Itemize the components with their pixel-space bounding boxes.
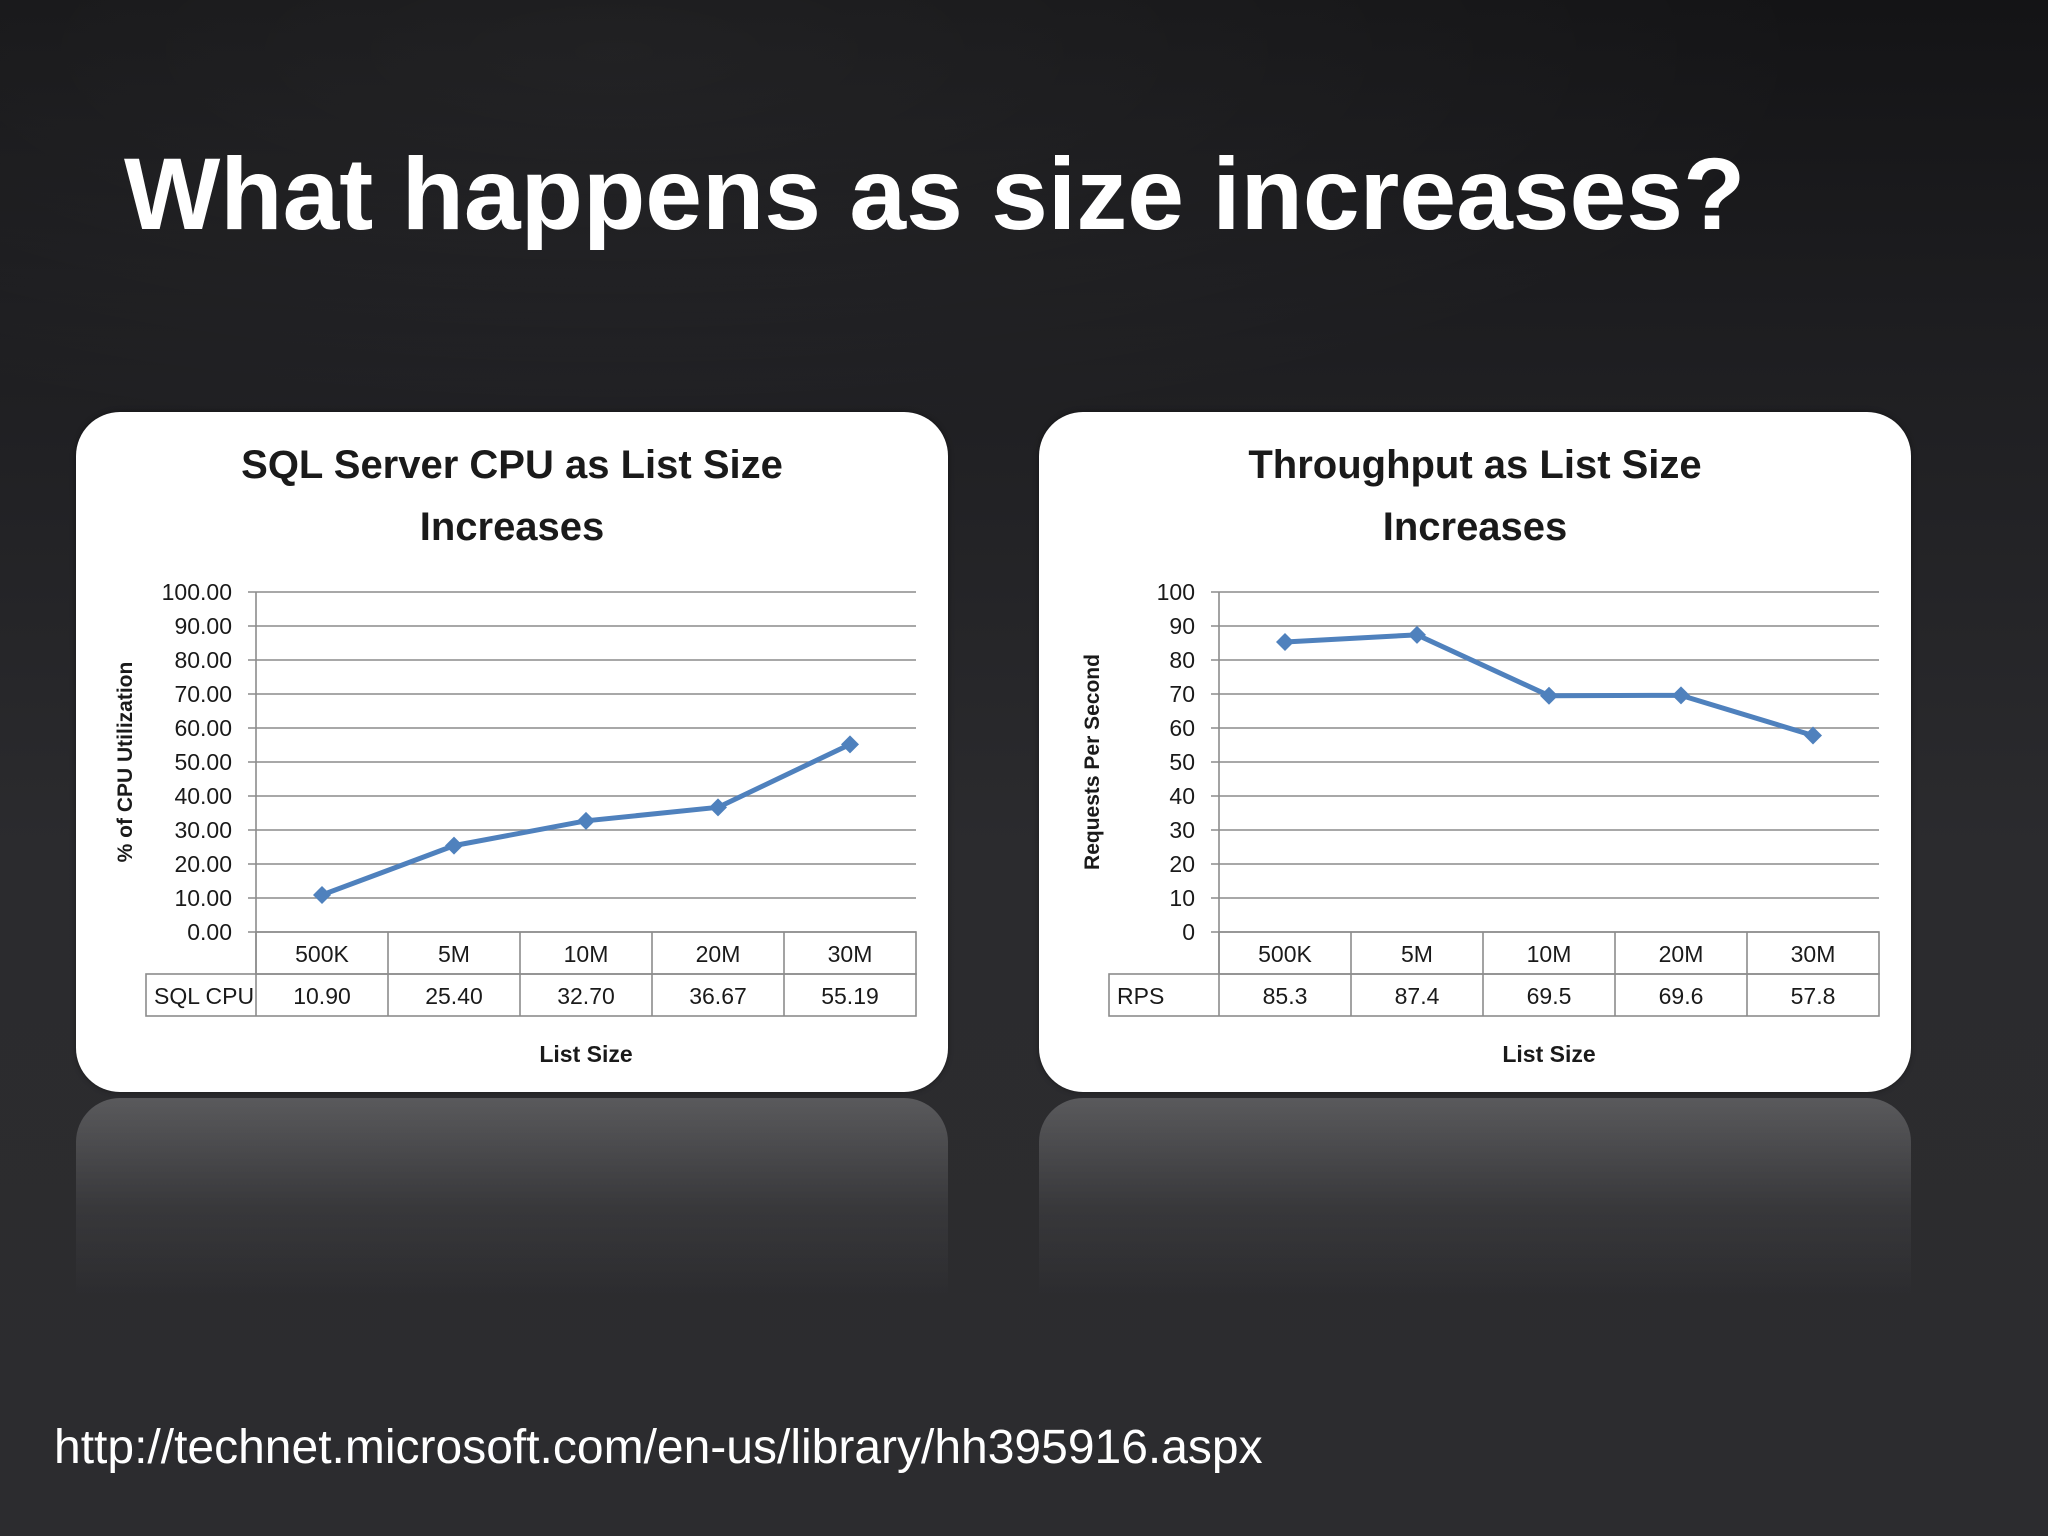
y-tick-label: 80.00 [174,647,232,673]
x-axis-title: List Size [1502,1041,1595,1067]
chart-title-line: Throughput as List Size [1248,443,1701,487]
y-tick-label: 100 [1157,579,1195,605]
y-tick-label: 70 [1169,681,1195,707]
cpu-chart: SQL Server CPU as List Size Increases 0.00… [114,443,917,1067]
y-tick-label: 80 [1169,647,1195,673]
y-axis-title: Requests Per Second [1081,654,1104,870]
data-value-label: 69.6 [1659,983,1704,1009]
data-value-label: 69.5 [1527,983,1572,1009]
y-tick-label: 70.00 [174,681,232,707]
y-tick-label: 0 [1182,919,1195,945]
data-value-label: 87.4 [1395,983,1440,1009]
series-line [1284,632,1814,738]
data-point-marker [577,811,595,830]
table-value-row [1108,973,1880,1017]
data-value-label: 10.90 [293,983,351,1009]
chart-title-line: SQL Server CPU as List Size [241,443,783,487]
y-tick-label: 40 [1169,783,1195,809]
y-tick-label: 90 [1169,613,1195,639]
y-tick-label: 60.00 [174,715,232,741]
data-value-label: 25.40 [425,983,483,1009]
cpu-chart-reflection [76,1098,948,1298]
y-tick-label: 20 [1169,851,1195,877]
data-point-marker [1804,726,1822,745]
throughput-chart-reflection [1039,1098,1911,1298]
data-value-label: 55.19 [821,983,879,1009]
y-axis-title: % of CPU Utilization [114,662,137,863]
category-label: 20M [1659,941,1704,967]
category-label: 20M [696,941,741,967]
series-name-label: SQL CPU [154,983,254,1009]
y-tick-label: 50.00 [174,749,232,775]
category-label: 500K [1258,941,1312,967]
category-label: 10M [564,941,609,967]
y-tick-label: 30.00 [174,817,232,843]
y-tick-label: 50 [1169,749,1195,775]
y-tick-label: 60 [1169,715,1195,741]
throughput-chart-card: Throughput as List Size Increases 0 10 20 30 4… [1039,412,1911,1092]
data-value-label: 36.67 [689,983,747,1009]
category-label: 30M [1791,941,1836,967]
y-tick-label: 30 [1169,817,1195,843]
category-label: 10M [1527,941,1572,967]
data-point-marker [1408,625,1426,644]
data-point-marker [709,798,727,817]
table-value-row [145,973,917,1017]
cpu-chart-card: SQL Server CPU as List Size Increases 0.00… [76,412,948,1092]
category-label: 30M [828,941,873,967]
data-point-marker [313,885,331,904]
data-point-marker [1672,686,1690,705]
series-name-label: RPS [1117,983,1164,1009]
chart-title-line: Increases [1383,505,1568,549]
slide-title: What happens as size increases? [124,137,1746,251]
x-axis-title: List Size [539,1041,632,1067]
data-point-marker [445,836,463,855]
data-value-label: 57.8 [1791,983,1836,1009]
data-value-label: 85.3 [1263,983,1308,1009]
y-tick-label: 0.00 [187,919,232,945]
source-url: http://technet.microsoft.com/en-us/libra… [54,1421,1263,1474]
y-tick-label: 40.00 [174,783,232,809]
data-value-label: 32.70 [557,983,615,1009]
data-point-marker [841,735,859,754]
category-label: 5M [438,941,470,967]
data-point-marker [1276,632,1294,651]
throughput-chart: Throughput as List Size Increases 0 10 20 30 4… [1081,443,1880,1067]
data-point-marker [1540,686,1558,705]
chart-title-line: Increases [420,505,605,549]
y-tick-label: 90.00 [174,613,232,639]
y-tick-label: 10.00 [174,885,232,911]
y-tick-label: 10 [1169,885,1195,911]
y-tick-label: 20.00 [174,851,232,877]
category-label: 5M [1401,941,1433,967]
category-label: 500K [295,941,349,967]
y-tick-label: 100.00 [162,579,232,605]
